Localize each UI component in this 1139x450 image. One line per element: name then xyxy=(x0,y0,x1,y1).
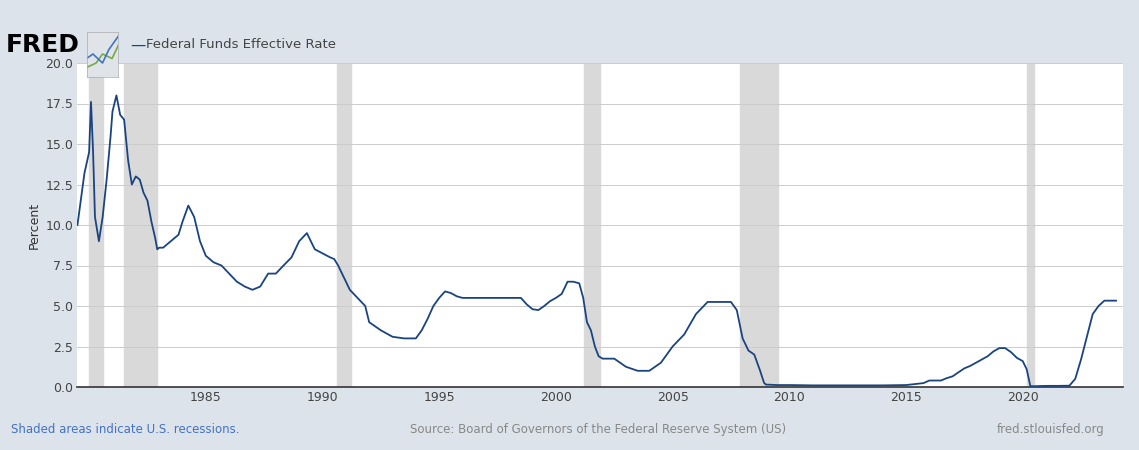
Bar xyxy=(740,63,778,387)
Y-axis label: Percent: Percent xyxy=(28,202,41,248)
Text: —: — xyxy=(130,37,145,53)
Text: fred.stlouisfed.org: fred.stlouisfed.org xyxy=(997,423,1105,436)
Bar xyxy=(89,63,104,387)
Text: Source: Board of Governors of the Federal Reserve System (US): Source: Board of Governors of the Federa… xyxy=(410,423,786,436)
Text: Shaded areas indicate U.S. recessions.: Shaded areas indicate U.S. recessions. xyxy=(11,423,240,436)
Bar xyxy=(336,63,351,387)
Bar xyxy=(124,63,157,387)
Bar xyxy=(1027,63,1034,387)
Text: Federal Funds Effective Rate: Federal Funds Effective Rate xyxy=(146,39,336,51)
Text: FRED: FRED xyxy=(6,33,80,57)
Bar xyxy=(584,63,600,387)
